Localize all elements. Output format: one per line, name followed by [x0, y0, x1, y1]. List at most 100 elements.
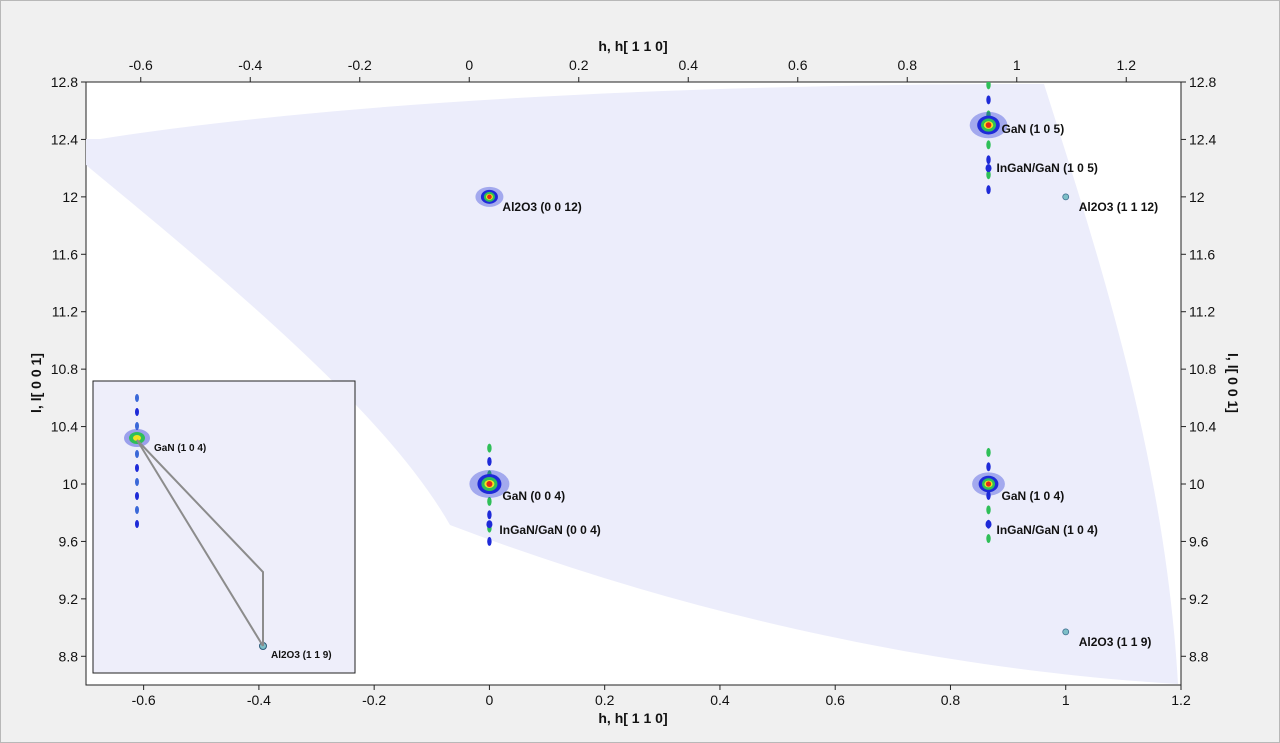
streak-h0866-lower-fringe	[986, 505, 991, 515]
streak-h0866-upper-fringe	[986, 140, 991, 150]
inset-streak-fringe	[135, 492, 139, 500]
inset-streak-fringe	[135, 394, 139, 402]
peak-label-al2o3-0-0-12: Al2O3 (0 0 12)	[502, 200, 581, 214]
axes: -0.6 -0.4 -0.2 0 0.2 0.4 0.6 0.8 1 1.2-0.6 -0.4 -0.…	[51, 57, 1217, 708]
right-y-tick-label: 11.6	[1189, 246, 1215, 262]
peak-max-gan-0-0-4	[486, 481, 493, 487]
diffraction-peaks	[469, 111, 1070, 636]
top-x-tick-label: 1.2	[1117, 57, 1137, 73]
left-y-tick-label: 10	[62, 476, 78, 492]
streak-h0866-upper-fringe	[986, 155, 991, 165]
bottom-x-tick-label: 0.2	[595, 692, 615, 708]
bottom-x-tick-label: 1	[1062, 692, 1070, 708]
peak-label-ingan-gan-0-0-4: InGaN/GaN (0 0 4)	[499, 523, 600, 537]
top-x-tick-label: 0.6	[788, 57, 808, 73]
inset-connector-diagonal	[136, 439, 264, 647]
peak-label-al2o3-1-1-9: Al2O3 (1 1 9)	[1079, 635, 1152, 649]
inset-frame	[92, 380, 356, 674]
peak-labels: Al2O3 (0 0 12) GaN (0 0 4) InGaN/GaN (0 0 …	[499, 122, 1158, 649]
left-y-tick-label: 10.8	[51, 361, 78, 377]
right-y-tick-label: 9.2	[1189, 591, 1209, 607]
peak-outer-ingan-gan-1-0-5	[985, 164, 992, 173]
bottom-x-tick-label: 0.6	[825, 692, 845, 708]
coverage-area	[86, 84, 1178, 684]
inset-streak-fringe	[135, 464, 139, 472]
streak-h0866-lower-fringe	[986, 447, 991, 457]
top-x-tick-label: -0.4	[238, 57, 262, 73]
right-y-tick-label: 10.8	[1189, 361, 1216, 377]
inset-panel: GaN (1 0 4) Al2O3 (1 1 9)	[92, 380, 356, 674]
top-x-axis-label: h, h[ 1 1 0]	[598, 38, 667, 54]
peak-label-ingan-gan-1-0-4: InGaN/GaN (1 0 4)	[997, 523, 1098, 537]
bottom-x-axis-label: h, h[ 1 1 0]	[598, 710, 667, 726]
bottom-x-tick-label: -0.2	[362, 692, 386, 708]
right-y-tick-label: 12	[1189, 189, 1205, 205]
streak-h0866-upper-fringe	[986, 82, 991, 90]
inset-streak-fringe	[135, 450, 139, 458]
inset-streak-fringe	[135, 520, 139, 528]
right-y-tick-label: 10	[1189, 476, 1205, 492]
inset-label-al2o3-119: Al2O3 (1 1 9)	[271, 650, 332, 661]
streak-h0-fringe	[487, 443, 492, 453]
bottom-x-tick-label: 0.8	[941, 692, 961, 708]
bottom-x-tick-label: 0	[486, 692, 494, 708]
inset-streak-fringe	[135, 422, 139, 430]
bottom-x-tick-label: -0.6	[132, 692, 156, 708]
left-y-tick-label: 11.6	[52, 246, 78, 262]
left-y-tick-label: 9.6	[59, 533, 79, 549]
right-y-tick-label: 12.8	[1189, 74, 1216, 90]
left-y-tick-label: 12.8	[51, 74, 78, 90]
left-y-tick-label: 8.8	[59, 648, 79, 664]
inset-connector	[136, 439, 264, 646]
streak-h0-fringe	[487, 496, 492, 506]
bottom-x-tick-label: 1.2	[1171, 692, 1191, 708]
left-y-tick-label: 9.2	[59, 591, 79, 607]
top-x-tick-label: -0.2	[348, 57, 372, 73]
top-x-tick-label: 1	[1013, 57, 1021, 73]
top-x-tick-label: -0.6	[129, 57, 153, 73]
peak-max-gan-1-0-5	[985, 122, 992, 128]
streak-h0-fringe	[487, 536, 492, 546]
right-y-tick-label: 8.8	[1189, 648, 1209, 664]
peak-outer-al2o3-1-1-12	[1062, 193, 1070, 201]
streak-h0-fringe	[487, 456, 492, 466]
top-x-tick-label: 0.2	[569, 57, 589, 73]
top-x-tick-label: 0.8	[898, 57, 918, 73]
streak-h0866-upper-fringe	[986, 185, 991, 195]
right-y-axis-label: l, l[ 0 0 1]	[1225, 353, 1241, 413]
inset-streak-fringe	[135, 478, 139, 486]
inset-label-gan-104: GaN (1 0 4)	[154, 443, 206, 454]
peak-label-ingan-gan-1-0-5: InGaN/GaN (1 0 5)	[997, 161, 1098, 175]
peak-outer-ingan-gan-1-0-4	[985, 520, 992, 529]
peak-label-gan-1-0-4: GaN (1 0 4)	[1002, 489, 1065, 503]
peak-outer-ingan-gan-0-0-4	[486, 520, 493, 529]
top-x-tick-label: 0	[465, 57, 473, 73]
peak-outer-al2o3-1-1-9	[1062, 628, 1070, 636]
streak-h0866-lower-fringe	[986, 534, 991, 544]
streak-h0-fringe	[487, 510, 492, 520]
right-y-tick-label: 10.4	[1189, 419, 1216, 435]
inset-streak-fringe	[135, 408, 139, 416]
left-y-tick-label: 12	[62, 189, 78, 205]
streak-h0866-upper-fringe	[986, 95, 991, 105]
left-y-tick-label: 12.4	[51, 131, 78, 147]
right-y-tick-label: 11.2	[1189, 304, 1215, 320]
peak-label-al2o3-1-1-12: Al2O3 (1 1 12)	[1079, 200, 1158, 214]
left-y-tick-label: 11.2	[52, 304, 78, 320]
peak-label-gan-1-0-5: GaN (1 0 5)	[1002, 122, 1065, 136]
right-y-tick-label: 9.6	[1189, 533, 1209, 549]
peak-max-gan-1-0-4	[985, 481, 992, 487]
right-y-tick-label: 12.4	[1189, 131, 1216, 147]
streak-h0866-upper-fringe	[986, 170, 991, 180]
streak-h0866-lower-fringe	[986, 462, 991, 472]
bottom-x-tick-label: -0.4	[247, 692, 271, 708]
streak-h0866-lower-fringe	[986, 490, 991, 500]
coverage-region	[86, 84, 1178, 684]
inset-streak-fringe	[135, 506, 139, 514]
top-x-tick-label: 0.4	[679, 57, 699, 73]
peak-label-gan-0-0-4: GaN (0 0 4)	[502, 489, 565, 503]
left-y-axis-label: l, l[ 0 0 1]	[28, 353, 44, 413]
inset-peak-core	[133, 435, 141, 441]
bottom-x-tick-label: 0.4	[710, 692, 730, 708]
